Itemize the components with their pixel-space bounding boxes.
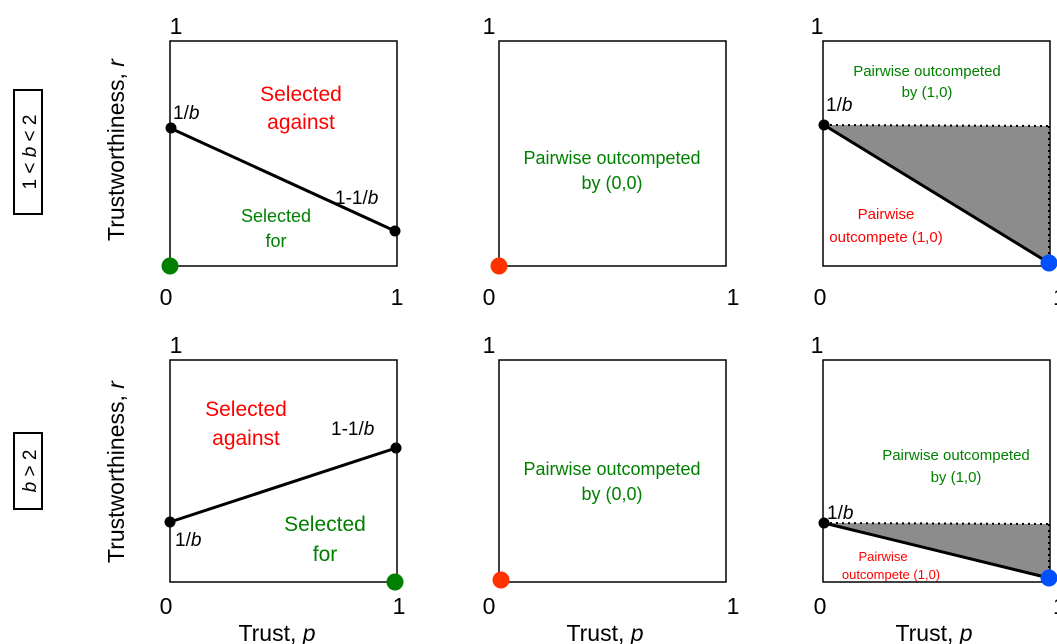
tick-x-1: 1 (727, 284, 740, 310)
tick-x-1: 1 (1053, 284, 1057, 310)
selected-for-line2: for (265, 231, 286, 251)
tick-y-1: 1 (811, 13, 824, 39)
outcompeted-top-line2: by (1,0) (902, 84, 953, 101)
selected-for-line1: Selected (284, 513, 366, 536)
selected-for-line2: for (313, 543, 338, 566)
boundary-line (169, 126, 396, 233)
outcompeted-top-line2: by (1,0) (931, 469, 982, 486)
panel-frame (498, 359, 727, 583)
outcompeted-line2: by (0,0) (581, 484, 642, 504)
tick-x-1: 1 (1053, 593, 1057, 619)
panel-frame (498, 40, 727, 267)
panel-row1-col3: 1 0 1 1/b Pairwise outcompeted by (1,0) … (811, 13, 1057, 310)
tick-x-0: 0 (160, 284, 173, 310)
tick-x-0: 0 (483, 593, 496, 619)
point-1-over-b (165, 122, 177, 134)
tick-x-0: 0 (814, 284, 827, 310)
tick-x-0: 0 (483, 284, 496, 310)
outcompeted-line1: Pairwise outcompeted (523, 459, 700, 479)
panel-row1-col2: 1 0 1 Pairwise outcompeted by (0,0) (483, 13, 740, 310)
tick-x-1: 1 (391, 284, 404, 310)
outcompeted-line2: by (0,0) (581, 173, 642, 193)
red-dot (490, 257, 508, 275)
selected-against-line1: Selected (260, 83, 342, 106)
tick-x-0: 0 (814, 593, 827, 619)
green-dot (386, 573, 404, 591)
dotted-top-edge (823, 124, 1050, 127)
y-axis-label-row2: Trustworthiness, r (103, 380, 129, 563)
tick-y-1: 1 (170, 13, 183, 39)
label-1-minus-1-over-b: 1-1/b (335, 188, 378, 209)
row-label-1: 1 < b < 2 (13, 89, 43, 215)
boundary-line (823, 521, 1050, 580)
selected-against-line2: against (212, 427, 280, 450)
tick-x-0: 0 (160, 593, 173, 619)
tick-y-1: 1 (483, 13, 496, 39)
outcompeted-top-line1: Pairwise outcompeted (882, 447, 1030, 464)
outcompeted-top-line1: Pairwise outcompeted (853, 63, 1001, 80)
point-1-over-b (818, 119, 830, 131)
green-dot (161, 257, 179, 275)
label-1-minus-1-over-b: 1-1/b (331, 419, 374, 440)
outcompete-bottom-line2: outcompete (1,0) (829, 229, 942, 246)
point-1-minus-1-over-b (389, 225, 401, 237)
point-1-over-b (164, 516, 176, 528)
dotted-top-edge (823, 522, 1050, 525)
outcompete-bottom-line2: outcompete (1,0) (842, 567, 940, 582)
label-1-over-b: 1/b (826, 95, 852, 116)
tick-y-1: 1 (483, 332, 496, 358)
boundary-line (169, 446, 397, 524)
panel-frame (169, 359, 398, 583)
panel-row2-col1: 1 0 1 1/b 1-1/b Selected against Selecte… (160, 332, 406, 619)
svg-text:b > 2: b > 2 (20, 450, 41, 493)
blue-dot (1040, 569, 1057, 587)
panel-row1-col1: 1 0 1 1/b 1-1/b Selected against Selecte… (160, 13, 404, 310)
x-axis-label-col1: Trust, p (238, 620, 315, 644)
tick-x-1: 1 (727, 593, 740, 619)
outcompeted-line1: Pairwise outcompeted (523, 148, 700, 168)
label-1-over-b: 1/b (173, 103, 199, 124)
red-dot (492, 571, 510, 589)
outcompete-bottom-line1: Pairwise (858, 206, 915, 223)
x-axis-label-col2: Trust, p (566, 620, 643, 644)
point-1-over-b (818, 517, 830, 529)
selected-against-line1: Selected (205, 398, 287, 421)
row-label-2: b > 2 (13, 432, 43, 510)
svg-text:1 < b < 2: 1 < b < 2 (20, 114, 41, 189)
panel-row2-col3: 1 0 1 1/b Pairwise outcompeted by (1,0) … (811, 332, 1057, 619)
outcompete-bottom-line1: Pairwise (858, 549, 907, 564)
panel-frame (169, 40, 398, 267)
label-1-over-b: 1/b (827, 503, 853, 524)
x-axis-label-col3: Trust, p (895, 620, 972, 644)
selected-against-line2: against (267, 111, 335, 134)
tick-x-1: 1 (393, 593, 406, 619)
panel-row2-col2: 1 0 1 Pairwise outcompeted by (0,0) (483, 332, 740, 619)
y-axis-label-row1: Trustworthiness, r (103, 58, 129, 241)
point-1-minus-1-over-b (390, 442, 402, 454)
label-1-over-b: 1/b (175, 530, 201, 551)
blue-dot (1040, 254, 1057, 272)
boundary-line (823, 123, 1050, 265)
selected-for-line1: Selected (241, 206, 311, 226)
tick-y-1: 1 (811, 332, 824, 358)
tick-y-1: 1 (170, 332, 183, 358)
